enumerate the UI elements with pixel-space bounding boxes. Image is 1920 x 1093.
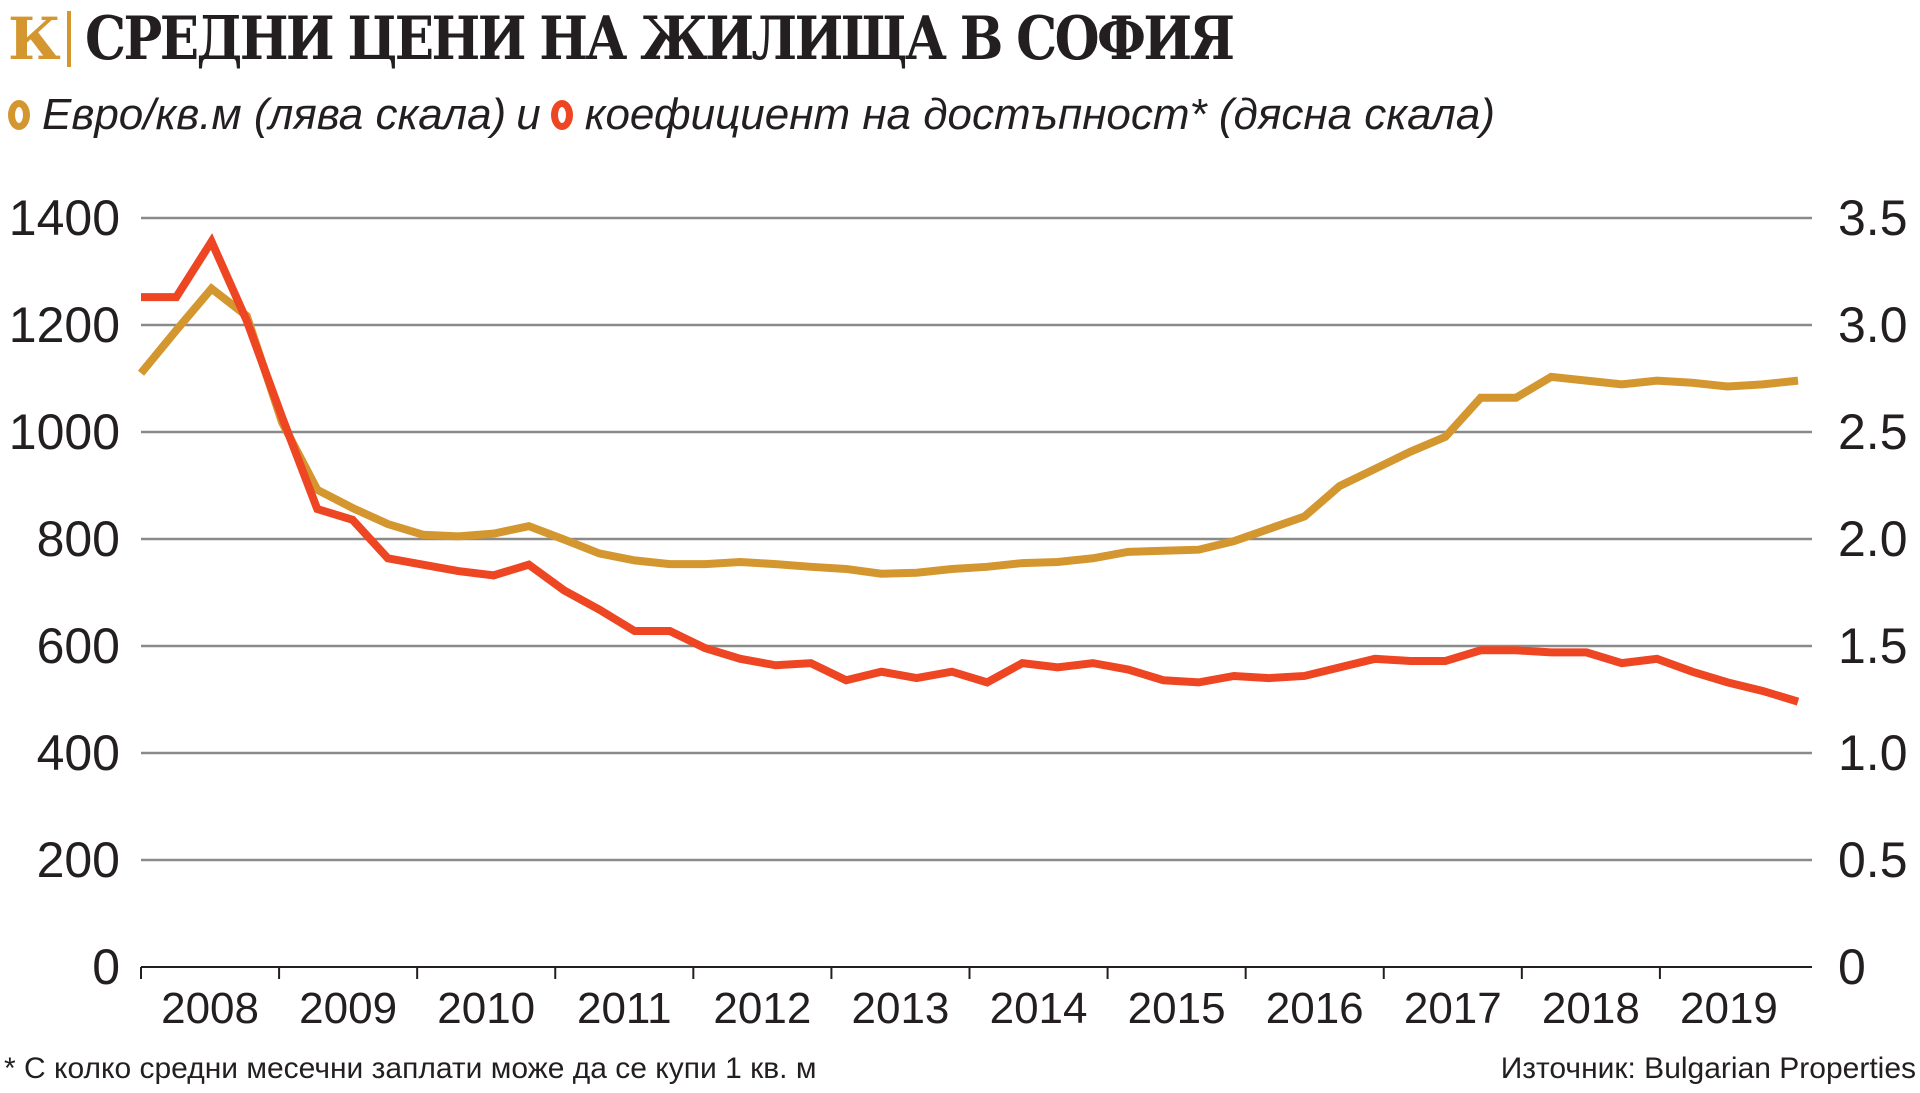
chart-title: К СРЕДНИ ЦЕНИ НА ЖИЛИЩА В СОФИЯ (8, 4, 1419, 74)
footnote: * С колко средни месечни заплати може да… (4, 1052, 817, 1085)
left-axis-tick-label: 800 (37, 511, 120, 567)
logo-divider (66, 11, 71, 67)
x-axis-tick-label: 2012 (713, 984, 811, 1033)
right-axis-tick-label: 0.5 (1838, 832, 1908, 888)
legend: Евро/кв.м (лява скала) и коефициент на д… (8, 90, 1495, 140)
affordability-series-line (141, 233, 1800, 706)
left-axis-tick-label: 400 (37, 725, 120, 781)
legend-ratio-label: коефициент на достъпност* (дясна скала) (584, 90, 1495, 139)
legend-price-marker-icon (8, 100, 30, 130)
right-axis-tick-label: 2.5 (1838, 404, 1908, 460)
legend-connector: и (516, 90, 541, 139)
left-axis-tick-label: 1200 (9, 297, 120, 353)
x-axis-tick-label: 2009 (299, 984, 397, 1033)
left-axis-tick-label: 200 (37, 832, 120, 888)
x-axis-tick-label: 2019 (1680, 984, 1778, 1033)
x-axis-tick-label: 2017 (1404, 984, 1502, 1033)
left-axis-tick-label: 600 (37, 618, 120, 674)
left-axis-tick-label: 1400 (9, 190, 120, 246)
x-axis-tick-label: 2018 (1542, 984, 1640, 1033)
right-axis-tick-label: 3.5 (1838, 190, 1908, 246)
price-series-line (137, 283, 1799, 578)
right-axis-tick-label: 0 (1838, 939, 1866, 995)
legend-ratio-marker-icon (550, 100, 573, 130)
source-note: Източник: Bulgarian Properties (1500, 1052, 1916, 1085)
x-axis-tick-label: 2008 (161, 984, 259, 1033)
title-text: СРЕДНИ ЦЕНИ НА ЖИЛИЩА В СОФИЯ (84, 4, 1235, 74)
x-axis-tick-label: 2014 (990, 984, 1088, 1033)
x-axis-tick-label: 2011 (577, 984, 672, 1033)
publication-logo: К (8, 5, 61, 73)
x-axis-tick-label: 2016 (1266, 984, 1364, 1033)
x-axis-tick-label: 2015 (1128, 984, 1226, 1033)
x-axis-tick-label: 2013 (852, 984, 950, 1033)
right-axis-tick-label: 1.5 (1838, 618, 1908, 674)
legend-price-label: Евро/кв.м (лява скала) (42, 90, 507, 139)
right-axis-tick-label: 2.0 (1838, 511, 1908, 567)
left-axis-tick-label: 0 (92, 939, 120, 995)
left-axis-tick-label: 1000 (9, 404, 120, 460)
x-axis-tick-label: 2010 (437, 984, 535, 1033)
right-axis-tick-label: 1.0 (1838, 725, 1908, 781)
right-axis-tick-label: 3.0 (1838, 297, 1908, 353)
